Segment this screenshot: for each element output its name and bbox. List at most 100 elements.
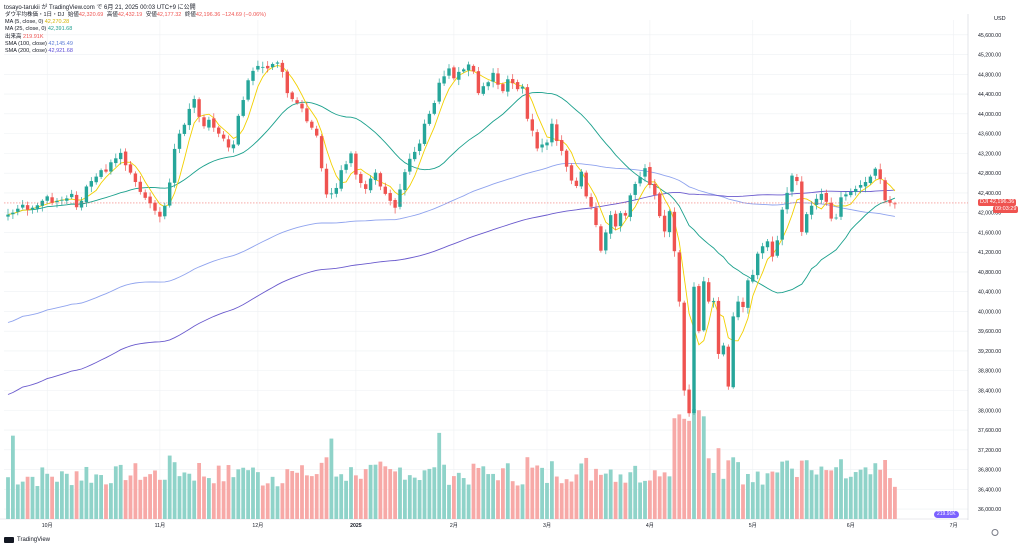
legend-sma100[interactable]: SMA (100, close) 42,145.49 bbox=[5, 41, 266, 48]
tradingview-brand: TradingView bbox=[17, 537, 51, 543]
candle-body bbox=[89, 181, 93, 187]
candle-body bbox=[638, 177, 642, 184]
volume-bar bbox=[584, 457, 589, 519]
volume-bar bbox=[868, 474, 873, 519]
candle-body bbox=[457, 71, 461, 80]
candle-body bbox=[40, 200, 44, 206]
volume-bar bbox=[741, 484, 745, 519]
volume-bar bbox=[89, 482, 94, 519]
volume-bar bbox=[848, 476, 853, 519]
volume-bar bbox=[207, 478, 211, 519]
ohlc-row: ダウ平均株価・1日・DJ 始値42,320.69 高値42,432.19 安値4… bbox=[5, 12, 266, 19]
candle-body bbox=[628, 195, 632, 217]
time-tick-label: 4月 bbox=[646, 522, 654, 529]
volume-bar bbox=[491, 473, 495, 519]
volume-bar bbox=[873, 463, 878, 519]
volume-bar bbox=[231, 477, 236, 519]
candle-body bbox=[119, 152, 123, 160]
price-tick-label: 45,200.00 bbox=[978, 53, 1001, 59]
symbol-label[interactable]: ダウ平均株価・1日・DJ bbox=[5, 12, 65, 18]
candle-body bbox=[623, 213, 628, 216]
gear-icon[interactable] bbox=[988, 528, 1002, 537]
volume-bar bbox=[270, 476, 275, 519]
candle-body bbox=[217, 127, 221, 134]
volume-bar bbox=[373, 464, 378, 519]
legend-sma200[interactable]: SMA (200, close) 42,921.68 bbox=[5, 48, 266, 55]
candle-body bbox=[94, 176, 98, 183]
open-value: 42,320.69 bbox=[78, 12, 104, 18]
volume-bar bbox=[883, 460, 887, 519]
price-tick-label: 41,600.00 bbox=[978, 230, 1001, 236]
volume-bar bbox=[344, 480, 348, 519]
volume-bar bbox=[510, 481, 515, 519]
candle-body bbox=[35, 205, 40, 209]
volume-bar bbox=[280, 483, 285, 519]
candle-body bbox=[545, 142, 549, 146]
candle-body bbox=[231, 144, 236, 149]
tradingview-logo[interactable]: TradingView bbox=[4, 537, 50, 543]
candle-body bbox=[192, 99, 196, 108]
price-tick-label: 36,400.00 bbox=[978, 487, 1001, 493]
volume-bar bbox=[197, 462, 201, 519]
volume-bar bbox=[187, 473, 192, 519]
candle-body bbox=[751, 274, 755, 282]
candle-body bbox=[266, 65, 270, 69]
candle-body bbox=[780, 209, 784, 240]
candle-body bbox=[618, 213, 623, 227]
price-tick-label: 41,200.00 bbox=[978, 250, 1001, 256]
volume-bar bbox=[824, 470, 829, 519]
volume-bar bbox=[746, 473, 750, 519]
candle-body bbox=[187, 108, 191, 126]
volume-bar bbox=[334, 476, 339, 519]
price-tick-label: 36,000.00 bbox=[978, 507, 1001, 513]
volume-bar bbox=[559, 483, 564, 519]
candle-body bbox=[261, 66, 265, 68]
volume-bar bbox=[711, 472, 716, 519]
legend-volume-value: 219.91K bbox=[23, 33, 44, 40]
price-tick-label: 36,800.00 bbox=[978, 468, 1001, 474]
volume-bar bbox=[319, 462, 324, 519]
candle-body bbox=[6, 214, 10, 217]
candle-body bbox=[408, 158, 412, 172]
legend-ma5[interactable]: MA (5, close, 0) 42,270.28 bbox=[5, 19, 266, 26]
last-price-value: 42,196.36 bbox=[989, 199, 1015, 205]
price-tick-label: 37,600.00 bbox=[978, 428, 1001, 434]
candle-body bbox=[692, 286, 696, 414]
volume-bar bbox=[701, 416, 706, 519]
candle-body bbox=[202, 117, 206, 127]
candle-body bbox=[25, 205, 30, 210]
candle-body bbox=[854, 188, 858, 192]
candle-body bbox=[711, 301, 716, 303]
volume-bar bbox=[177, 476, 182, 519]
volume-bar bbox=[79, 480, 84, 519]
candle-body bbox=[246, 80, 250, 100]
candle-body bbox=[79, 200, 84, 208]
volume-bar bbox=[452, 476, 456, 519]
candle-body bbox=[393, 200, 397, 208]
candle-body bbox=[819, 193, 824, 200]
candle-body bbox=[515, 82, 520, 90]
low-label: 安値 bbox=[145, 12, 157, 18]
candle-body bbox=[65, 198, 69, 201]
candle-body bbox=[868, 176, 873, 183]
candle-body bbox=[667, 211, 672, 233]
candle-body bbox=[432, 102, 436, 114]
volume-bar bbox=[613, 481, 618, 519]
currency-label[interactable]: USD bbox=[994, 16, 1006, 22]
high-value: 42,432.19 bbox=[117, 12, 143, 18]
candle-body bbox=[21, 204, 25, 208]
candle-body bbox=[11, 212, 15, 215]
legend-volume[interactable]: 出来高 219.91K bbox=[5, 34, 266, 41]
legend-volume-label: 出来高 bbox=[5, 33, 22, 40]
volume-bar bbox=[422, 470, 427, 519]
time-tick-label: 5月 bbox=[749, 522, 757, 529]
time-tick-label: 2月 bbox=[450, 522, 458, 529]
candle-body bbox=[594, 207, 598, 226]
candle-body bbox=[530, 119, 534, 131]
volume-bar bbox=[672, 418, 677, 519]
legend-ma25[interactable]: MA (25, close, 0) 42,391.68 bbox=[5, 26, 266, 33]
volume-bar bbox=[15, 484, 20, 519]
candle-body bbox=[873, 168, 877, 176]
volume-bar bbox=[113, 466, 118, 519]
